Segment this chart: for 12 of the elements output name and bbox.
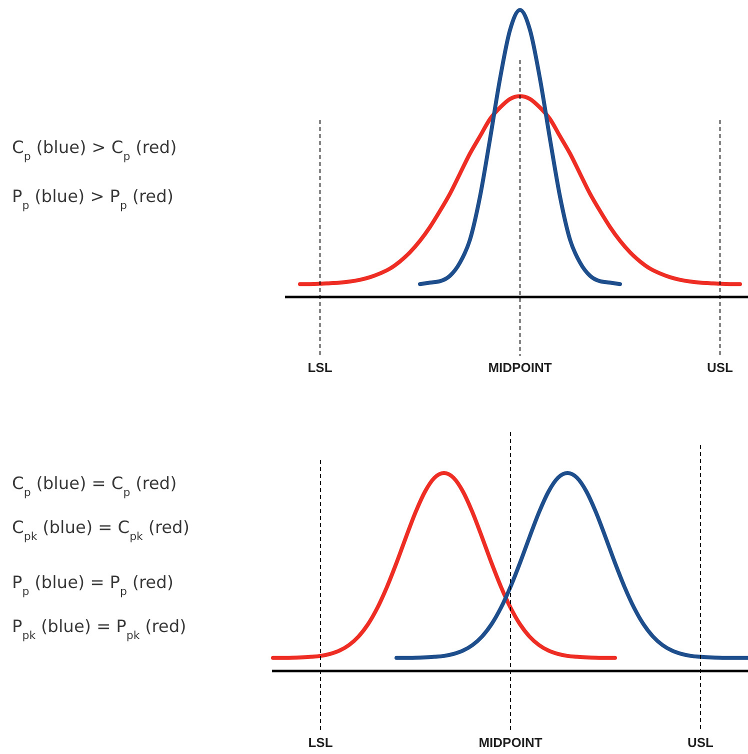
x-tick-label: LSL: [308, 735, 333, 750]
x-tick-label: USL: [707, 360, 734, 375]
x-tick-label: MIDPOINT: [478, 735, 542, 750]
x-tick-label: USL: [688, 735, 714, 750]
text: C$_{p}$ (blue) > C$_{p}$ (red): [12, 138, 177, 162]
x-tick-label: MIDPOINT: [488, 360, 552, 375]
text: C$_{pk}$ (blue) = C$_{pk}$ (red): [12, 518, 190, 542]
text: P$_{p}$ (blue) = P$_{p}$ (red): [12, 573, 174, 598]
text: P$_{p}$ (blue) > P$_{p}$ (red): [12, 187, 174, 212]
text: P$_{pk}$ (blue) = P$_{pk}$ (red): [12, 617, 186, 642]
text: C$_{p}$ (blue) = C$_{p}$ (red): [12, 474, 177, 498]
x-tick-label: LSL: [308, 360, 332, 375]
